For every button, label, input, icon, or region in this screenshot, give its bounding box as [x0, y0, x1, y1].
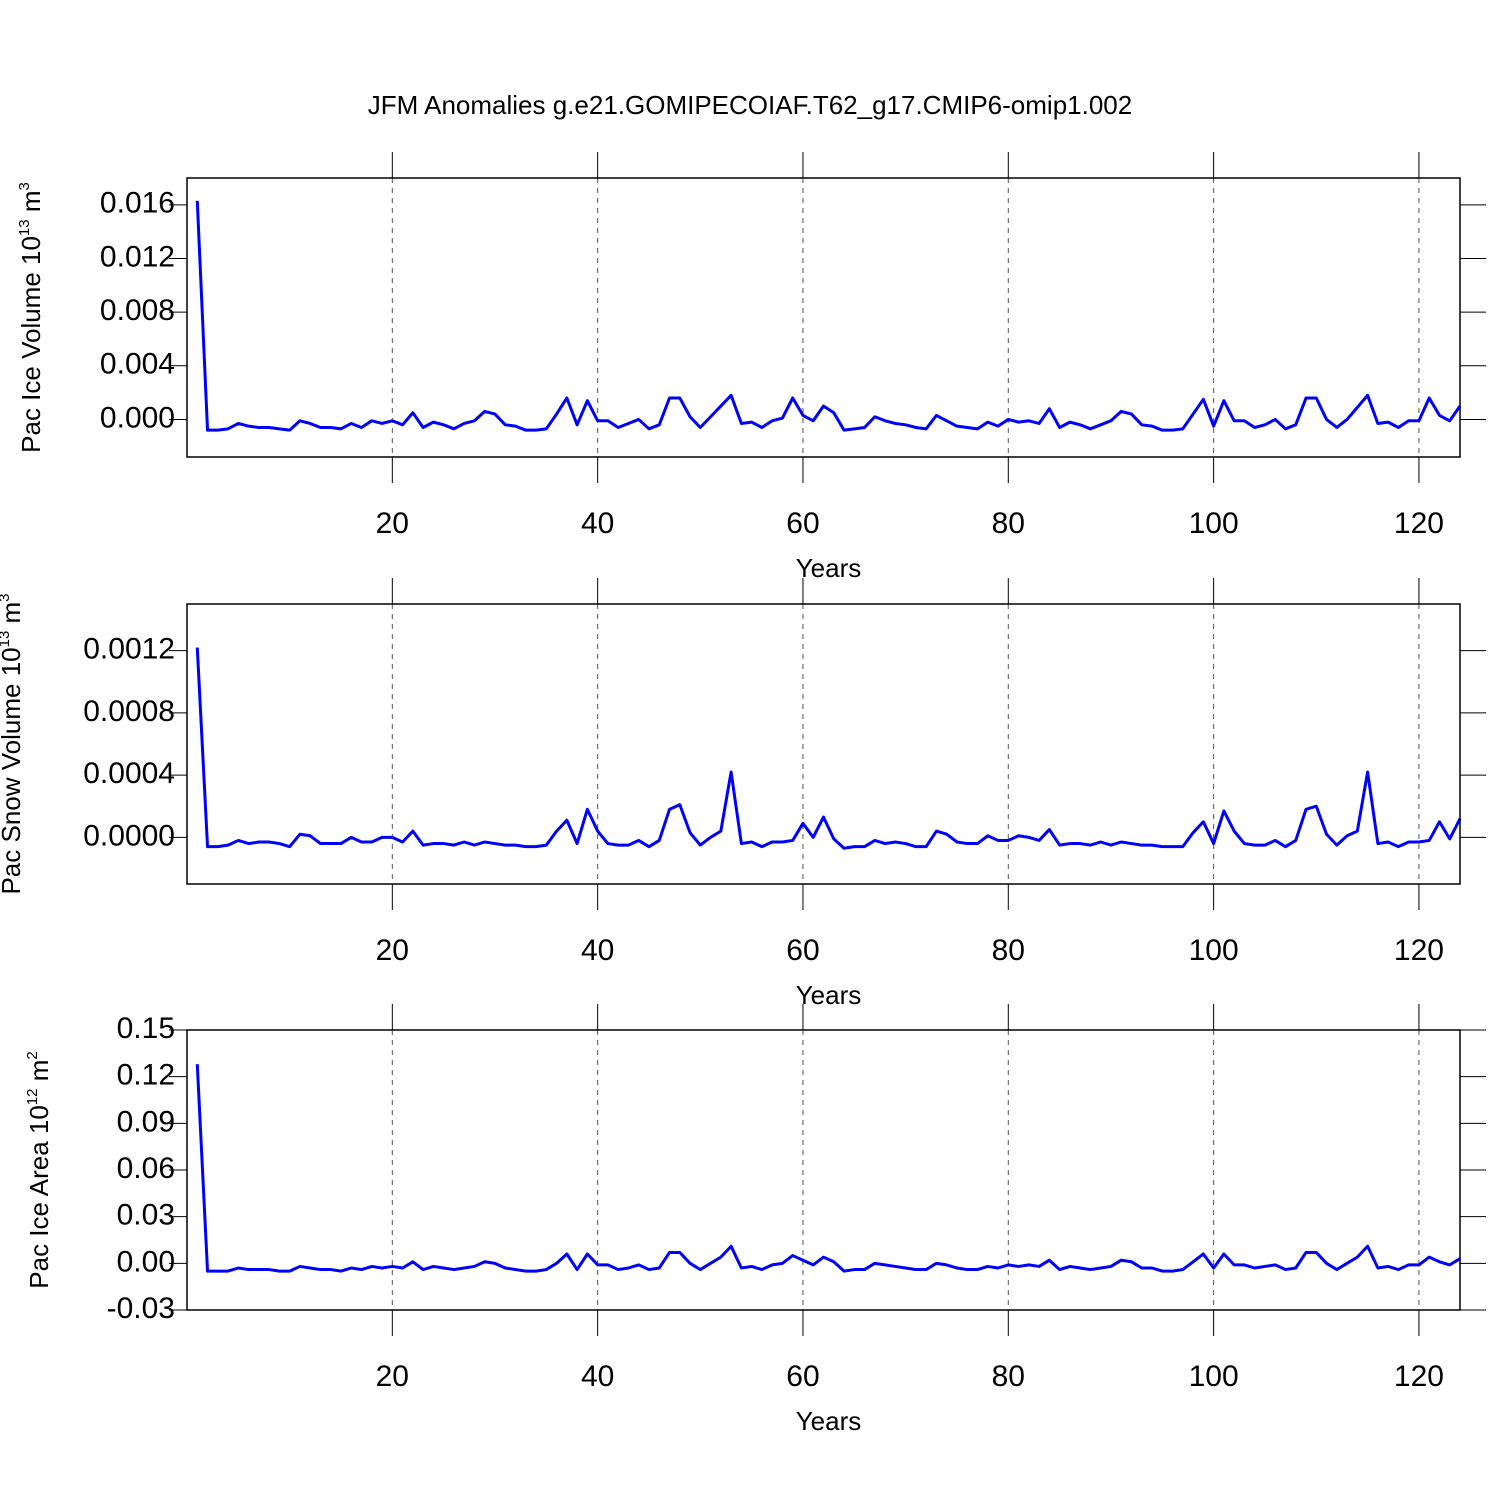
x-tick-label: 20 [376, 934, 409, 967]
x-tick-label: 20 [376, 1360, 409, 1393]
plot-frame [186, 177, 1461, 458]
x-tick-label: 120 [1394, 507, 1444, 540]
y-tick-label: 0.0004 [83, 757, 175, 790]
y-tick-label: 0.03 [117, 1199, 175, 1232]
y-tick-label: 0.000 [100, 401, 175, 434]
y-tick-label: 0.0008 [83, 695, 175, 728]
y-axis-label-text: Pac Ice Area 10 [24, 1105, 54, 1289]
y-tick-label: 0.06 [117, 1152, 175, 1185]
y-axis-label-text: Pac Ice Volume 10 [16, 236, 46, 453]
x-tick-label: 40 [581, 1360, 614, 1393]
x-tick-label: 80 [992, 507, 1025, 540]
plot-frame [186, 1029, 1461, 1311]
y-tick-label: 0.008 [100, 294, 175, 327]
x-tick-label: 40 [581, 934, 614, 967]
y-axis-label-exponent: 12 [24, 1088, 41, 1105]
x-tick-label: 100 [1189, 1360, 1239, 1393]
x-tick-label: 100 [1189, 507, 1239, 540]
x-tick-label: 80 [992, 1360, 1025, 1393]
y-axis-label-unit: m [16, 190, 46, 219]
data-line [195, 647, 1462, 850]
y-tick-label: 0.00 [117, 1245, 175, 1278]
y-tick-label: 0.016 [100, 187, 175, 220]
data-line [195, 200, 1462, 432]
figure-title: JFM Anomalies g.e21.GOMIPECOIAF.T62_g17.… [368, 90, 1132, 120]
y-axis-label-exponent: 13 [16, 219, 33, 236]
y-tick-label: -0.03 [107, 1292, 175, 1325]
x-tick-label: 60 [786, 934, 819, 967]
data-line [195, 1064, 1461, 1273]
y-axis-label-unit-exponent: 3 [16, 182, 33, 190]
x-tick-label: 60 [786, 1360, 819, 1393]
x-axis-label: Years [796, 1406, 862, 1436]
x-tick-label: 60 [786, 507, 819, 540]
y-tick-label: 0.012 [100, 240, 175, 273]
y-axis-label-unit-exponent: 2 [24, 1051, 41, 1059]
y-axis-label-unit-exponent: 3 [0, 593, 13, 601]
x-axis-label: Years [796, 553, 862, 583]
x-tick-label: 40 [581, 507, 614, 540]
x-tick-label: 120 [1394, 934, 1444, 967]
y-axis-label: Pac Ice Area 1012 m2 [24, 1051, 54, 1288]
x-tick-label: 80 [992, 934, 1025, 967]
y-axis-label: Pac Ice Volume 1013 m3 [16, 182, 46, 453]
y-tick-label: 0.12 [117, 1059, 175, 1092]
x-tick-label: 120 [1394, 1360, 1444, 1393]
x-tick-label: 100 [1189, 934, 1239, 967]
y-tick-label: 0.09 [117, 1105, 175, 1138]
y-tick-label: 0.0000 [83, 819, 175, 852]
y-tick-label: 0.0012 [83, 633, 175, 666]
x-tick-label: 20 [376, 507, 409, 540]
plot-frame [186, 603, 1461, 885]
y-axis-label: Pac Snow Volume 1013 m3 [0, 593, 26, 894]
y-axis-label-unit: m [0, 602, 26, 631]
y-tick-label: 0.004 [100, 348, 175, 381]
y-axis-label-exponent: 13 [0, 631, 13, 648]
y-tick-label: 0.15 [117, 1012, 175, 1045]
y-axis-label-unit: m [24, 1060, 54, 1089]
x-axis-label: Years [796, 980, 862, 1010]
y-axis-label-text: Pac Snow Volume 10 [0, 647, 26, 894]
